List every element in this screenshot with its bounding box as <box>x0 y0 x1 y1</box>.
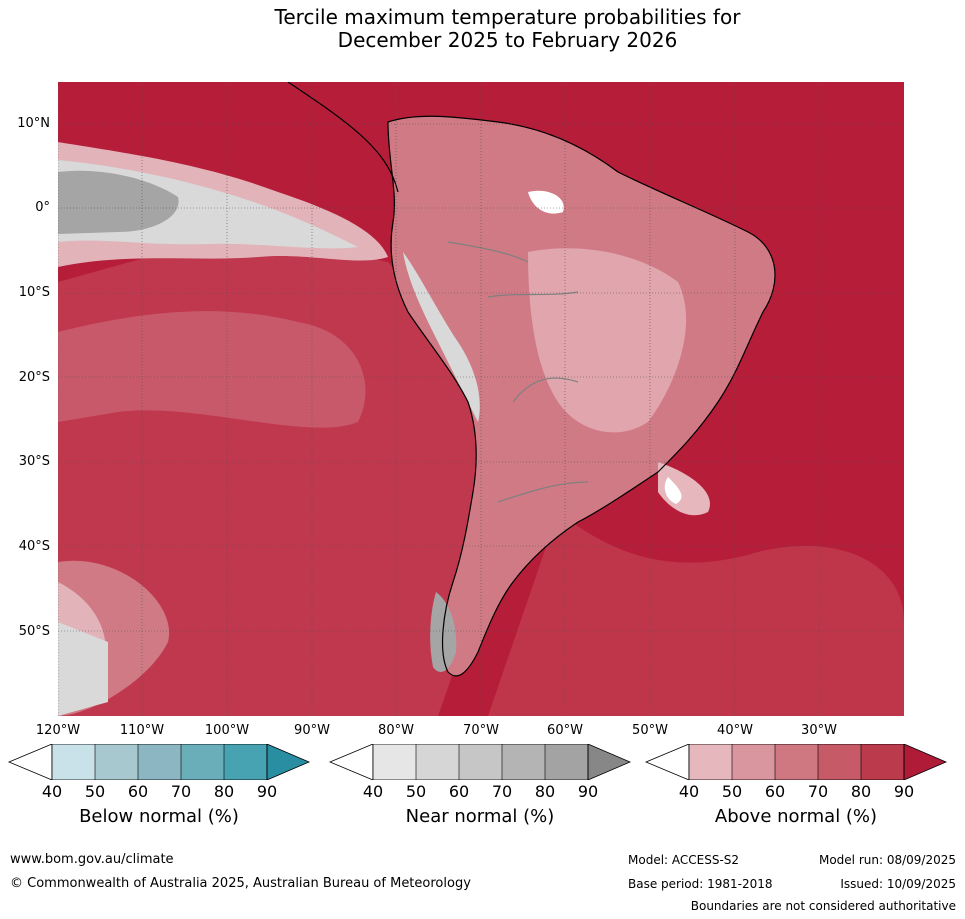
lon-label-40w: 40°W <box>717 723 753 738</box>
lon-label-80w: 80°W <box>378 723 414 738</box>
colorbar-near-bin-70 <box>502 744 545 780</box>
colorbar-above-bin-50 <box>732 744 775 780</box>
colorbar-near-title: Near normal (%) <box>405 806 555 827</box>
region-above-40-south-brazil <box>658 462 710 516</box>
footer-issued: Issued: 10/09/2025 <box>840 877 956 891</box>
region-white-guiana <box>528 190 564 214</box>
graticule <box>58 82 904 716</box>
region-near-normal-andes <box>403 252 480 422</box>
above-tick-80: 80 <box>850 782 872 801</box>
lon-label-60w: 60°W <box>547 723 583 738</box>
colorbar-above-bin-60 <box>775 744 818 780</box>
colorbar-above-bin-40 <box>689 744 732 780</box>
lat-label-10n: 10°N <box>17 116 50 131</box>
colorbar-above-bin-70 <box>818 744 861 780</box>
colorbar-near-bin-40 <box>373 744 416 780</box>
country-boundaries <box>447 241 589 503</box>
lon-label-50w: 50°W <box>632 723 668 738</box>
footer-model-run: Model run: 08/09/2025 <box>818 853 956 867</box>
title-line-1: Tercile maximum temperature probabilitie… <box>274 5 741 29</box>
colorbar-below-bin-70 <box>181 744 224 780</box>
lat-label-50s: 50°S <box>18 624 50 639</box>
colorbar-below-bin-60 <box>138 744 181 780</box>
below-tick-70: 70 <box>170 782 192 801</box>
footer-url: www.bom.gov.au/climate <box>10 852 174 867</box>
above-tick-60: 60 <box>764 782 786 801</box>
colorbar-below <box>8 744 310 780</box>
near-tick-50: 50 <box>405 782 427 801</box>
lat-label-10s: 10°S <box>18 285 50 300</box>
colorbar-above-underflow <box>645 744 690 780</box>
colorbar-below-overflow <box>266 744 310 780</box>
colorbar-near-bin-60 <box>459 744 502 780</box>
lat-label-30s: 30°S <box>18 454 50 469</box>
region-near-normal-southwest <box>58 622 108 716</box>
below-tick-40: 40 <box>41 782 63 801</box>
footer-copyright: © Commonwealth of Australia 2025, Austra… <box>10 876 471 891</box>
coastline <box>387 115 776 677</box>
colorbar-below-frame <box>51 744 268 780</box>
colorbar-above-title: Above normal (%) <box>714 806 878 827</box>
colorbar-near-overflow <box>587 744 631 780</box>
map-title: Tercile maximum temperature probabilitie… <box>0 6 965 52</box>
above-tick-70: 70 <box>807 782 829 801</box>
lon-label-70w: 70°W <box>463 723 499 738</box>
colorbar-below-dividers <box>94 744 225 780</box>
below-tick-80: 80 <box>213 782 235 801</box>
above-tick-40: 40 <box>678 782 700 801</box>
colorbar-above-frame <box>688 744 905 780</box>
near-tick-60: 60 <box>448 782 470 801</box>
colorbar-above-dividers <box>731 744 862 780</box>
below-tick-50: 50 <box>84 782 106 801</box>
footer-model: Model: ACCESS-S2 <box>628 853 740 867</box>
lon-label-100w: 100°W <box>204 723 250 738</box>
lat-label-0: 0° <box>35 200 50 215</box>
region-white-atlantic <box>664 477 682 504</box>
map-canvas <box>58 82 904 716</box>
lat-label-20s: 20°S <box>18 370 50 385</box>
colorbar-below-bin-50 <box>95 744 138 780</box>
near-tick-90: 90 <box>577 782 599 801</box>
colorbar-near-bin-50 <box>416 744 459 780</box>
colorbar-near <box>329 744 631 780</box>
lon-label-90w: 90°W <box>294 723 330 738</box>
lon-label-30w: 30°W <box>801 723 837 738</box>
footer-base-period: Base period: 1981-2018 <box>628 877 773 891</box>
near-tick-40: 40 <box>362 782 384 801</box>
colorbar-above <box>645 744 947 780</box>
near-tick-70: 70 <box>491 782 513 801</box>
title-line-2: December 2025 to February 2026 <box>337 28 678 52</box>
lon-label-120w: 120°W <box>35 723 81 738</box>
colorbar-below-bin-80 <box>224 744 267 780</box>
colorbar-below-underflow <box>8 744 53 780</box>
colorbar-near-bin-80 <box>545 744 588 780</box>
below-tick-90: 90 <box>256 782 278 801</box>
colorbar-above-bin-80 <box>861 744 904 780</box>
colorbar-near-underflow <box>329 744 374 780</box>
lat-label-40s: 40°S <box>18 539 50 554</box>
near-tick-80: 80 <box>534 782 556 801</box>
colorbar-above-overflow <box>903 744 947 780</box>
probability-map <box>58 82 904 716</box>
colorbar-near-dividers <box>415 744 546 780</box>
above-tick-90: 90 <box>893 782 915 801</box>
footer-boundaries: Boundaries are not considered authoritat… <box>690 899 956 913</box>
region-above-70-pacific <box>58 311 366 428</box>
central-america-coast <box>287 82 399 193</box>
colorbar-near-frame <box>372 744 589 780</box>
region-near-80-equatorial <box>58 170 179 234</box>
colorbar-below-title: Below normal (%) <box>79 806 239 827</box>
below-tick-60: 60 <box>127 782 149 801</box>
above-tick-50: 50 <box>721 782 743 801</box>
region-above-80-south-atlantic <box>488 512 904 716</box>
lon-label-110w: 110°W <box>119 723 165 738</box>
region-above-50-brazil <box>528 248 687 433</box>
colorbar-below-bin-40 <box>52 744 95 780</box>
